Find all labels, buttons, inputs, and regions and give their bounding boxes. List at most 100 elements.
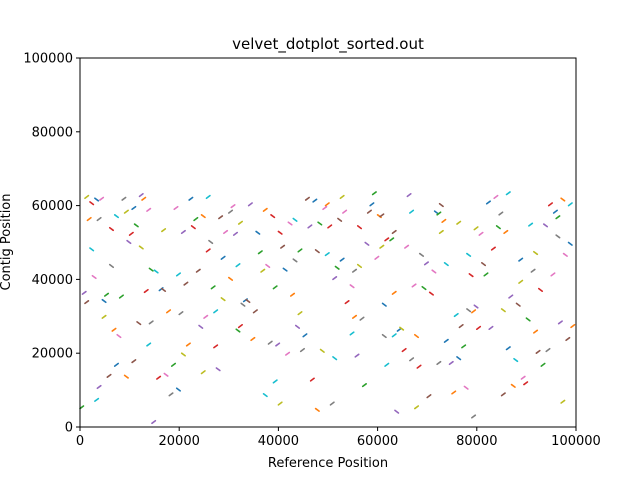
alignment-segment — [510, 383, 516, 388]
alignment-segment — [265, 263, 271, 269]
alignment-segment — [262, 207, 268, 212]
alignment-segment — [468, 273, 474, 278]
alignment-segment — [475, 325, 482, 331]
alignment-segment — [245, 298, 251, 304]
alignment-segment — [562, 252, 568, 257]
alignment-segment — [466, 308, 472, 313]
alignment-segment — [96, 384, 102, 390]
alignment-segment — [381, 333, 387, 339]
alignment-segment — [515, 302, 521, 307]
plot-frame — [79, 57, 577, 428]
alignment-segment — [324, 202, 330, 207]
alignment-segment — [423, 261, 429, 266]
alignment-segment — [104, 292, 110, 297]
alignment-segment — [287, 221, 293, 226]
alignment-segment — [473, 304, 479, 309]
alignment-segment — [406, 192, 412, 198]
y-tick-label: 100000 — [23, 52, 73, 67]
alignment-segment — [478, 231, 484, 236]
alignment-segment — [334, 265, 340, 270]
alignment-segment — [493, 194, 499, 200]
alignment-segment — [319, 348, 325, 353]
alignment-segment — [560, 197, 566, 202]
alignment-segment — [399, 326, 405, 331]
alignment-segment — [314, 407, 320, 412]
alignment-segment — [91, 274, 97, 280]
alignment-segment — [285, 351, 291, 356]
alignment-segment — [364, 241, 370, 246]
alignment-segment — [190, 225, 196, 230]
alignment-segment — [356, 263, 363, 269]
alignment-segment — [89, 247, 95, 252]
alignment-segment — [118, 294, 124, 299]
alignment-segment — [161, 228, 167, 233]
alignment-segment — [441, 218, 447, 224]
alignment-segment — [213, 309, 219, 314]
alignment-segment — [436, 211, 442, 216]
alignment-segment — [218, 215, 224, 220]
alignment-segment — [339, 257, 345, 262]
alignment-segment — [471, 414, 477, 419]
alignment-segment — [168, 392, 174, 397]
alignment-segment — [339, 194, 345, 200]
alignment-segment — [518, 257, 524, 262]
alignment-segment — [237, 323, 243, 329]
alignment-segment — [304, 196, 310, 201]
alignment-segment — [272, 379, 278, 384]
alignment-segment — [361, 383, 367, 388]
alignment-segment — [374, 255, 380, 260]
alignment-segment — [389, 237, 395, 242]
alignment-segment — [240, 302, 246, 307]
alignment-segment — [195, 268, 201, 273]
alignment-segment — [200, 370, 206, 375]
alignment-segment — [101, 314, 107, 319]
alignment-segment — [203, 314, 209, 319]
alignment-segment — [79, 405, 85, 410]
alignment-segment — [545, 347, 551, 353]
alignment-segment — [448, 360, 454, 366]
alignment-segment — [483, 272, 489, 277]
alignment-segment — [277, 230, 283, 235]
alignment-segment — [453, 312, 459, 318]
alignment-segment — [351, 268, 358, 273]
alignment-segment — [411, 283, 417, 288]
alignment-segment — [547, 202, 553, 207]
alignment-segment — [433, 210, 439, 215]
alignment-segment — [205, 248, 211, 253]
alignment-segment — [198, 324, 204, 329]
y-tick-label: 80000 — [32, 125, 73, 140]
alignment-segment — [557, 320, 563, 325]
alignment-segment — [128, 231, 134, 236]
alignment-segment — [175, 387, 181, 392]
alignment-segment — [533, 329, 539, 334]
alignment-segment — [332, 276, 338, 281]
alignment-segment — [324, 252, 330, 257]
alignment-segment — [267, 340, 273, 345]
alignment-segment — [351, 314, 358, 319]
alignment-segment — [108, 226, 115, 232]
alignment-segment — [396, 327, 402, 332]
alignment-segment — [409, 357, 415, 362]
alignment-segment — [275, 342, 281, 347]
alignment-segment — [237, 220, 243, 225]
alignment-segment — [138, 192, 144, 198]
alignment-segment — [299, 347, 305, 353]
alignment-segment — [193, 216, 199, 222]
alignment-segment — [416, 364, 422, 369]
alignment-segment — [394, 409, 400, 414]
alignment-segment — [205, 194, 211, 200]
alignment-segment — [552, 209, 558, 214]
alignment-segment — [146, 342, 152, 347]
alignment-segment — [528, 222, 534, 227]
alignment-segment — [456, 356, 462, 361]
alignment-segment — [151, 419, 157, 425]
alignment-segment — [96, 216, 102, 222]
alignment-segment — [518, 279, 524, 284]
alignment-segment — [369, 202, 375, 207]
alignment-segment — [359, 316, 365, 321]
alignment-segment — [148, 320, 154, 325]
alignment-segment — [309, 377, 315, 382]
alignment-segment — [485, 200, 491, 205]
alignment-segment — [391, 229, 397, 235]
